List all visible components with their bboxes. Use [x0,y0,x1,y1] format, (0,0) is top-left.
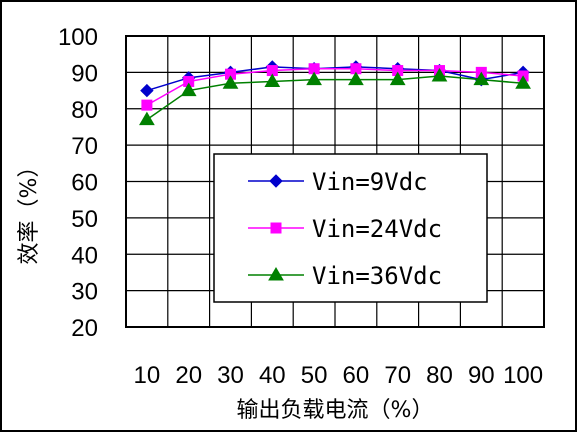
x-tick-label: 40 [259,362,286,389]
data-point-triangle [348,71,364,86]
data-point-diamond [140,83,154,98]
x-tick-label: 20 [175,362,202,389]
y-axis-ticks: 20 30 40 50 60 70 80 90 100 [58,24,98,342]
data-point-triangle [222,75,239,89]
legend: Vin=9Vdc Vin=24Vdc Vin=36Vdc [213,153,488,303]
x-tick-label: 30 [217,362,244,389]
data-point-triangle [515,75,531,89]
data-point-triangle [264,73,281,87]
x-tick-label: 50 [301,362,328,389]
series-line [146,75,524,121]
y-tick-label: 20 [71,315,98,342]
data-point-triangle [139,111,155,126]
series-line [146,67,524,106]
series-layer [139,60,531,126]
data-point-triangle [473,71,490,86]
legend-marker-diamond [269,174,283,188]
legend-label: Vin=36Vdc [312,262,442,290]
x-tick-label: 10 [134,362,161,389]
x-axis-ticks: 10 20 30 40 50 60 70 80 90 100 [134,362,544,389]
y-tick-label: 80 [71,97,98,124]
y-tick-label: 40 [71,242,98,269]
data-point-triangle [431,68,448,82]
series-line [146,66,524,92]
legend-label: Vin=24Vdc [312,215,442,243]
y-tick-label: 100 [58,24,98,51]
x-tick-label: 70 [384,362,411,389]
y-axis-title: 效率（%） [17,156,42,265]
data-point-triangle [306,71,322,86]
y-tick-label: 30 [71,279,98,306]
data-point-square [141,99,153,111]
x-tick-label: 60 [343,362,370,389]
y-tick-label: 60 [71,170,98,197]
y-tick-label: 90 [71,60,98,87]
y-tick-label: 50 [71,206,98,233]
legend-label: Vin=9Vdc [312,168,428,196]
x-tick-label: 100 [503,362,543,389]
y-tick-label: 70 [71,133,98,160]
x-axis-title: 输出负载电流（%） [237,398,434,423]
legend-marker-triangle [268,267,284,281]
x-tick-label: 90 [468,362,495,389]
data-point-triangle [180,82,197,97]
legend-marker-square [270,222,282,234]
data-point-triangle [389,71,406,86]
x-tick-label: 80 [426,362,453,389]
